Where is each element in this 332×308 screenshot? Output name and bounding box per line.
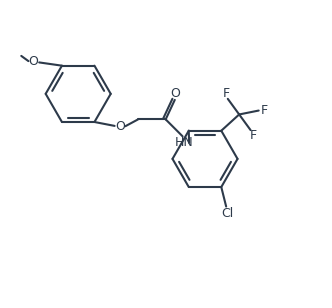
Text: O: O	[28, 55, 38, 68]
Text: O: O	[171, 87, 180, 100]
Text: F: F	[222, 87, 230, 100]
Text: F: F	[261, 104, 268, 117]
Text: HN: HN	[175, 136, 194, 149]
Text: Cl: Cl	[222, 207, 234, 220]
Text: F: F	[250, 129, 257, 142]
Text: O: O	[115, 120, 125, 133]
